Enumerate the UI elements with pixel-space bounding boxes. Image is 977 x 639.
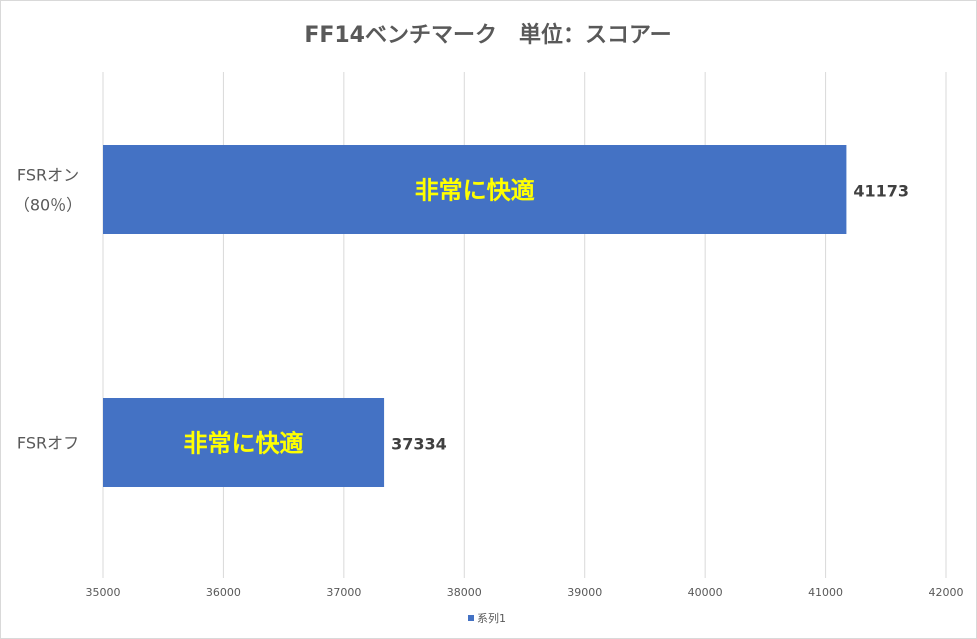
x-tick-label: 41000: [808, 586, 843, 599]
bar-inner-label: 非常に快適: [415, 177, 535, 205]
x-tick-label: 37000: [326, 586, 361, 599]
legend-swatch: [468, 615, 474, 621]
data-label: 37334: [391, 435, 447, 454]
x-tick-label: 36000: [206, 586, 241, 599]
x-tick-label: 38000: [447, 586, 482, 599]
chart-title: FF14ベンチマーク 単位：スコアー: [304, 22, 671, 48]
bar: [103, 145, 847, 234]
x-tick-label: 39000: [567, 586, 602, 599]
x-tick-label: 40000: [688, 586, 723, 599]
x-tick-label: 35000: [86, 586, 121, 599]
legend-label: 系列1: [477, 611, 506, 625]
legend: 系列1: [468, 611, 506, 625]
bar: [103, 398, 385, 487]
x-tick-label: 42000: [929, 586, 964, 599]
bar-inner-label: 非常に快適: [184, 430, 304, 458]
data-label: 41173: [853, 182, 909, 201]
category-label: FSRオン: [17, 166, 79, 185]
category-label: FSRオフ: [17, 434, 79, 453]
category-label: （80％）: [14, 196, 82, 215]
